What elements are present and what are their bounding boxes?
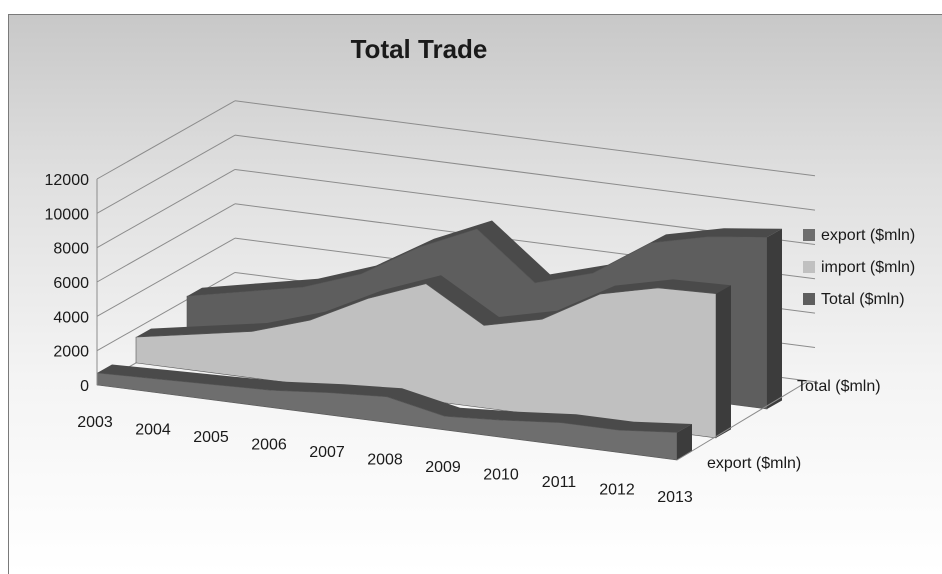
series-import-area-face [135, 283, 717, 439]
x-tick-label: 2009 [425, 459, 461, 476]
gridline-side [96, 134, 236, 214]
x-tick-label: 2006 [251, 437, 287, 454]
chart-title: Total Trade [351, 34, 488, 64]
y-tick-label: 4000 [53, 309, 89, 326]
gridline-back [234, 134, 816, 211]
x-tick-label: 2011 [542, 474, 577, 491]
x-tick-label: 2008 [367, 452, 403, 469]
y-tick-label: 8000 [53, 241, 89, 258]
y-tick-label: 10000 [45, 206, 90, 223]
legend: export ($mln) import ($mln) Total ($mln) [803, 227, 915, 308]
x-tick-label: 2003 [77, 414, 113, 431]
legend-label: export ($mln) [821, 227, 915, 244]
gridline-side [96, 169, 236, 249]
legend-swatch [803, 229, 815, 241]
legend-swatch [803, 293, 815, 305]
series-import-area-top [136, 275, 731, 338]
x-tick-label: 2005 [193, 429, 229, 446]
x-tick-label: 2010 [483, 467, 519, 484]
series-export-area-top [97, 364, 692, 433]
plot-area [96, 220, 782, 461]
gridline-back [234, 100, 816, 177]
legend-label: Total ($mln) [821, 291, 905, 308]
chart-frame: Total Trade 0 2000 4000 6000 8000 10000 12000 2… [8, 14, 942, 574]
series-export-area-face [96, 372, 678, 461]
depth-label: export ($mln) [707, 455, 801, 472]
gridline-side [96, 100, 236, 180]
y-tick-label: 6000 [53, 275, 89, 292]
y-tick-label: 2000 [53, 344, 89, 361]
chart-canvas: Total Trade 0 2000 4000 6000 8000 10000 12000 2… [45, 34, 916, 506]
gridline-side [96, 272, 236, 352]
x-tick-label: 2013 [657, 489, 693, 506]
legend-label: import ($mln) [821, 259, 915, 276]
y-tick-label: 12000 [45, 172, 90, 189]
gridline-side [96, 203, 236, 283]
series-total-area-end [767, 228, 782, 409]
series-export-area-end [677, 424, 692, 460]
series-total-area-top [187, 220, 782, 297]
y-tick-label: 0 [80, 378, 89, 395]
depth-label: Total ($mln) [797, 378, 881, 395]
gridline-side [96, 237, 236, 317]
x-tick-label: 2012 [599, 482, 635, 499]
x-tick-label: 2007 [309, 444, 345, 461]
x-tick-label: 2004 [135, 422, 171, 439]
legend-swatch [803, 261, 815, 273]
axes: 0 2000 4000 6000 8000 10000 12000 2003 2004 2005 2… [45, 172, 881, 506]
series-import-area-end [716, 285, 731, 438]
depth-axis-line [676, 381, 808, 461]
